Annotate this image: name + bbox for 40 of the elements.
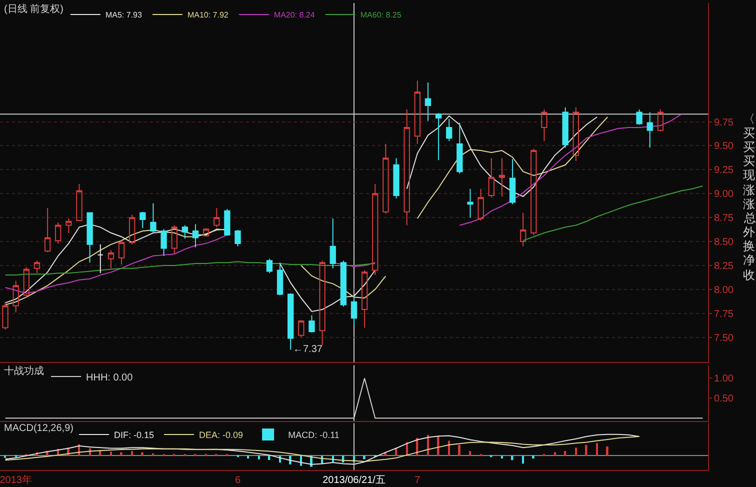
y-tick-label: 7.50 [714, 332, 734, 344]
text: 总 [743, 211, 756, 225]
text: 现 [743, 168, 755, 182]
chart-title: MACD(12,26,9) [4, 423, 74, 434]
legend-label: MA20: 8.24 [274, 10, 316, 20]
y-tick-label: 9.75 [714, 117, 734, 128]
y-tick-label: 9.50 [714, 141, 734, 152]
legend-label: MA10: 7.92 [187, 10, 229, 20]
text: 〈 [743, 112, 755, 126]
text: 净 [743, 253, 755, 267]
text: 买 [743, 126, 755, 140]
text: 外 [743, 225, 755, 239]
legend-label: HHH: 0.00 [86, 372, 134, 384]
chart-title: 十战功成 [4, 365, 44, 377]
y-tick-label: 8.25 [714, 260, 734, 272]
legend-label: MA5: 7.93 [105, 10, 142, 20]
text: 买 [743, 140, 755, 154]
y-tick-label: 8.00 [714, 284, 734, 296]
legend-label: DEA: -0.09 [199, 430, 244, 440]
annotation: ←7.37 [293, 344, 323, 355]
y-tick-label: 1.00 [714, 374, 734, 385]
y-tick-label: 8.75 [714, 213, 734, 224]
text: 涨 [743, 197, 755, 211]
y-tick-label: 8.50 [714, 237, 734, 248]
y-tick-label: 9.25 [714, 165, 734, 176]
text: 换 [743, 239, 755, 253]
x-tick-label: 6 [234, 475, 241, 486]
legend-label: MA60: 8.25 [360, 10, 402, 20]
legend-label: MACD: -0.11 [288, 430, 340, 440]
text: 买 [743, 154, 755, 168]
x-tick-label: 2013年 [0, 474, 32, 486]
y-tick-label: 9.00 [714, 189, 734, 200]
legend-label: DIF: -0.15 [114, 430, 154, 440]
x-tick-label: 7 [414, 475, 421, 486]
text: 涨 [743, 183, 755, 197]
chart-title: (日线 前复权) [4, 3, 64, 15]
y-tick-label: 0.50 [714, 394, 734, 405]
y-tick-label: 7.75 [714, 308, 734, 320]
x-tick-label: 2013/06/21/五 [322, 475, 386, 486]
text: 收 [743, 268, 755, 282]
